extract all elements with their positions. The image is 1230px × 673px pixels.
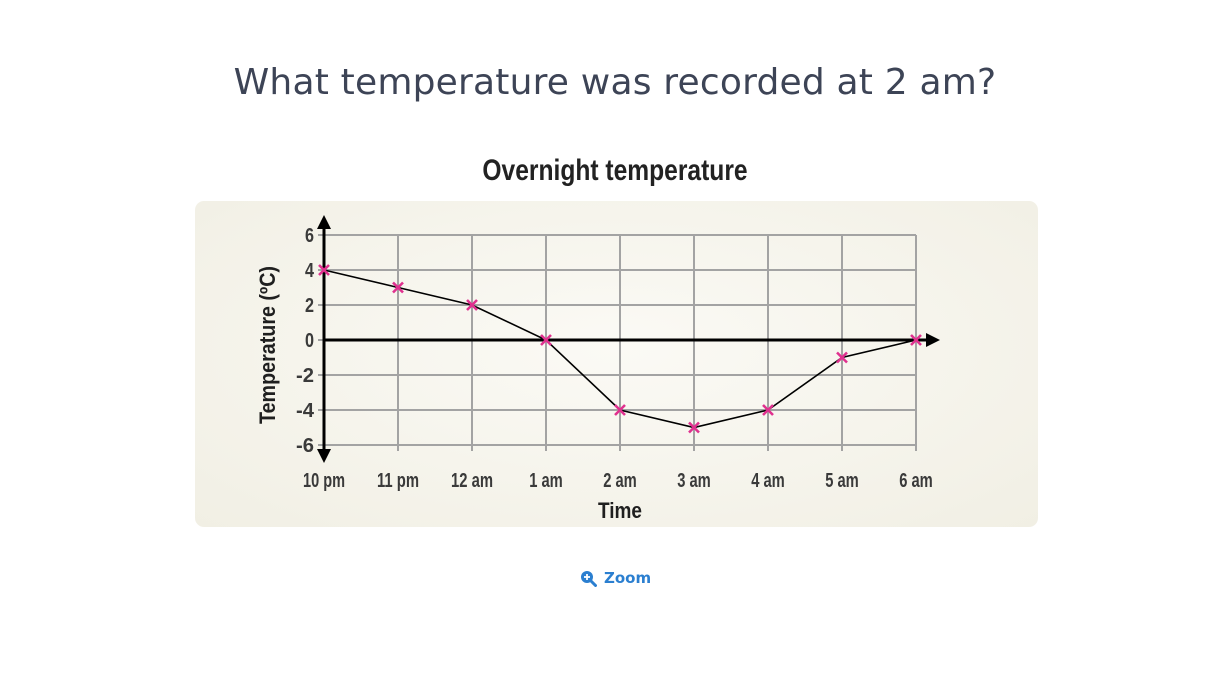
- data-point-marker: [466, 299, 478, 311]
- y-tick-label: 6: [305, 225, 314, 247]
- data-point-marker: [910, 334, 922, 346]
- x-tick-label: 11 pm: [377, 470, 419, 492]
- y-tick-label: -6: [296, 435, 314, 457]
- zoom-in-icon: [581, 570, 597, 587]
- x-tick-label: 1 am: [529, 470, 563, 492]
- marker-stroke: [318, 264, 330, 276]
- y-tick-label: -2: [296, 365, 314, 387]
- marker-stroke: [762, 404, 774, 416]
- x-tick-label: 6 am: [899, 470, 933, 492]
- marker-stroke: [540, 334, 552, 346]
- marker-stroke: [910, 334, 922, 346]
- y-tick-labels: 6 4 2 0 -2 -4 -6: [296, 225, 315, 457]
- y-tick-label: -4: [296, 400, 315, 422]
- zoom-button[interactable]: Zoom: [580, 569, 651, 587]
- marker-stroke: [466, 299, 478, 311]
- temperature-series: [318, 264, 922, 434]
- marker-stroke: [836, 351, 848, 364]
- x-tick-label: 10 pm: [303, 470, 345, 492]
- x-tick-label: 3 am: [677, 470, 711, 492]
- y-axis-label: Temperature (ºC): [255, 266, 280, 424]
- y-axis-arrow-up: [317, 215, 331, 229]
- data-point-marker: [836, 351, 848, 364]
- marker-stroke: [392, 281, 404, 294]
- line-chart: 6 4 2 0 -2 -4 -6 10 pm 11 pm 12 am 1 am 2 am 3 am 4 …: [255, 215, 940, 523]
- x-axis-arrow: [926, 333, 940, 347]
- data-point-marker: [318, 264, 330, 276]
- x-tick-label: 12 am: [451, 470, 493, 492]
- y-tick-label: 4: [305, 260, 315, 282]
- data-point-marker: [614, 404, 626, 416]
- y-tick-label: 2: [305, 295, 314, 317]
- data-point-marker: [688, 421, 700, 434]
- x-tick-label: 5 am: [825, 470, 859, 492]
- x-tick-label: 4 am: [751, 470, 785, 492]
- x-axis-label: Time: [598, 498, 642, 523]
- y-tick-label: 0: [305, 330, 314, 352]
- data-point-marker: [392, 281, 404, 294]
- data-point-marker: [762, 404, 774, 416]
- zoom-label: Zoom: [604, 569, 652, 587]
- chart-grid: [318, 234, 917, 451]
- data-point-marker: [540, 334, 552, 346]
- chart-title: Overnight temperature: [482, 154, 748, 187]
- x-tick-labels: 10 pm 11 pm 12 am 1 am 2 am 3 am 4 am 5 am 6 am: [303, 470, 933, 492]
- y-axis-arrow-down: [317, 449, 331, 463]
- marker-stroke: [688, 421, 700, 434]
- chart-axes: [317, 215, 940, 463]
- question-text: What temperature was recorded at 2 am?: [233, 62, 997, 103]
- chart-panel: [195, 201, 1038, 527]
- marker-stroke: [614, 404, 626, 416]
- x-tick-label: 2 am: [603, 470, 637, 492]
